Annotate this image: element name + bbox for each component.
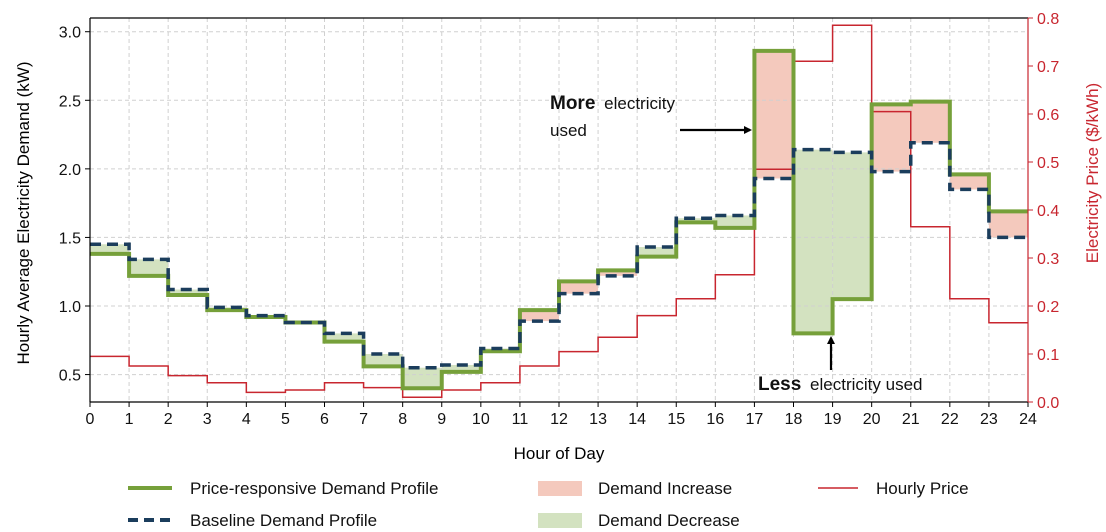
series-lines (90, 24, 1028, 398)
demand-increase-region (754, 50, 794, 179)
legend-label-decrease: Demand Decrease (598, 511, 740, 530)
x-tick-label: 20 (863, 411, 881, 428)
y2-tick-label: 0.2 (1037, 299, 1059, 316)
demand-decrease-region (637, 247, 677, 257)
x-tick-label: 10 (472, 411, 490, 428)
x-tick-label: 7 (359, 411, 368, 428)
demand-increase-region (988, 211, 1028, 238)
demand-decrease-region (90, 244, 130, 254)
x-axis-title: Hour of Day (514, 444, 605, 463)
series-line-hourly-price (90, 24, 1028, 398)
demand-decrease-region (441, 364, 481, 372)
y-axis-title: Hourly Average Electricity Demand (kW) (14, 62, 33, 365)
demand-decrease-region (402, 367, 442, 389)
y-tick-label: 1.5 (59, 230, 81, 247)
y2-tick-label: 0.6 (1037, 107, 1059, 124)
y2-tick-label: 0.1 (1037, 347, 1059, 364)
x-tick-label: 22 (941, 411, 959, 428)
annotation-arrows (680, 126, 835, 370)
x-tick-label: 1 (125, 411, 134, 428)
x-tick-label: 12 (550, 411, 568, 428)
x-tick-label: 19 (824, 411, 842, 428)
demand-increase-region (949, 174, 989, 190)
demand-decrease-region (129, 259, 169, 276)
legend-label-baseline: Baseline Demand Profile (190, 511, 377, 530)
y-tick-label: 3.0 (59, 25, 81, 42)
x-tick-label: 21 (902, 411, 920, 428)
x-tick-label: 24 (1019, 411, 1037, 428)
annotation-more: More electricity used (550, 93, 675, 140)
x-tick-label: 8 (398, 411, 407, 428)
demand-decrease-region (168, 289, 208, 296)
demand-decrease-region (715, 215, 755, 228)
y2-axis-title: Electricity Price ($/kWh) (1083, 83, 1102, 263)
fill-regions (90, 50, 1028, 389)
annotation-less-text: electricity used (810, 375, 922, 394)
x-tick-label: 3 (203, 411, 212, 428)
demand-decrease-region (793, 149, 833, 334)
x-tick-label: 18 (785, 411, 803, 428)
y2-tick-label: 0.5 (1037, 155, 1059, 172)
x-tick-label: 2 (164, 411, 173, 428)
demand-increase-region (519, 310, 559, 322)
legend: Price-responsive Demand Profile Baseline… (128, 479, 969, 530)
x-tick-label: 17 (746, 411, 764, 428)
demand-decrease-region (676, 218, 716, 223)
demand-decrease-region (363, 354, 403, 367)
demand-increase-region (871, 104, 911, 172)
legend-swatch-increase (538, 481, 582, 496)
y-tick-label: 2.5 (59, 93, 81, 110)
x-tick-label: 23 (980, 411, 998, 428)
legend-label-responsive: Price-responsive Demand Profile (190, 479, 439, 498)
demand-decrease-region (832, 152, 872, 300)
y2-tick-label: 0.4 (1037, 203, 1059, 220)
svg-text:Less electricity used: Less electricity used (758, 374, 922, 395)
annotation-less: Less electricity used (758, 374, 922, 395)
demand-increase-region (910, 101, 950, 143)
grid-lines (89, 18, 1029, 402)
demand-increase-region (559, 281, 599, 294)
series-line-baseline (90, 141, 1028, 370)
demand-increase-region (598, 270, 638, 276)
annotation-more-bold: More (550, 93, 595, 114)
x-tick-label: 9 (437, 411, 446, 428)
x-tick-label: 5 (281, 411, 290, 428)
legend-swatch-decrease (538, 513, 582, 528)
x-tick-label: 13 (589, 411, 607, 428)
demand-decrease-region (324, 333, 364, 342)
x-tick-label: 16 (706, 411, 724, 428)
y2-tick-label: 0.8 (1037, 11, 1059, 28)
x-tick-label: 15 (667, 411, 685, 428)
x-tick-label: 14 (628, 411, 646, 428)
y-tick-label: 2.0 (59, 162, 81, 179)
legend-label-increase: Demand Increase (598, 479, 732, 498)
y-tick-label: 1.0 (59, 299, 81, 316)
y-tick-label: 0.5 (59, 368, 81, 385)
annotation-more-text2: used (550, 121, 587, 140)
y2-tick-label: 0.3 (1037, 251, 1059, 268)
y2-tick-label: 0.0 (1037, 395, 1059, 412)
x-tick-label: 11 (512, 411, 529, 428)
svg-text:More electricity: More electricity (550, 93, 675, 114)
x-tick-label: 0 (86, 411, 95, 428)
annotation-less-bold: Less (758, 374, 801, 395)
x-tick-label: 4 (242, 411, 251, 428)
tick-labels: 0 1 2 3 4 5 6 7 8 9 10 11 12 13 14 15 16 17 18 19 20 21 22 23 24… (59, 11, 1060, 428)
annotation-more-text: electricity (604, 94, 675, 113)
x-tick-label: 6 (320, 411, 329, 428)
y2-tick-label: 0.7 (1037, 59, 1059, 76)
legend-label-price: Hourly Price (876, 479, 969, 498)
